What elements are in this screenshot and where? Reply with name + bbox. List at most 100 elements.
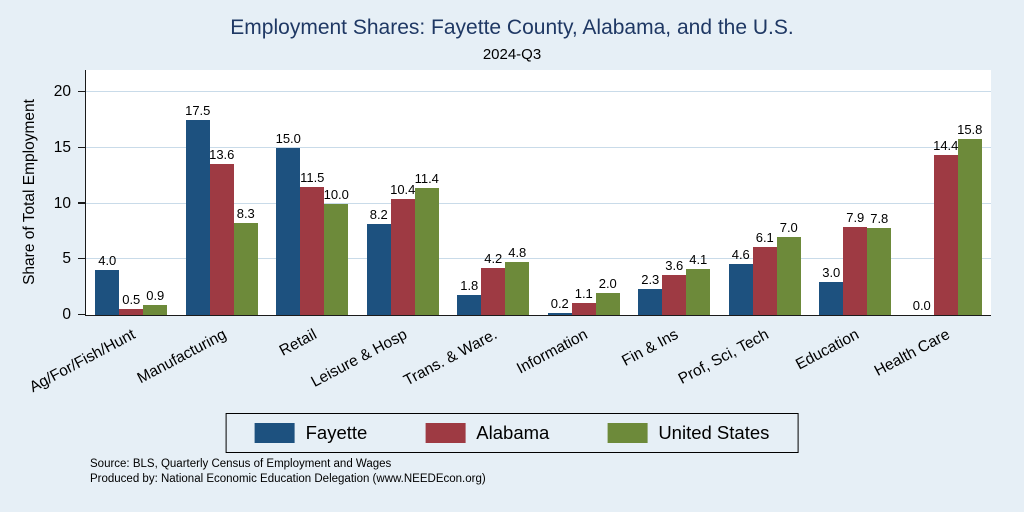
bar-value-prof-sci-tech-alabama: 6.1: [755, 230, 774, 246]
x-tick-label-prof-sci-tech: Prof, Sci, Tech: [675, 326, 772, 388]
bar-value-leisure-hosp-united-states: 11.4: [414, 171, 439, 187]
y-tick-label-0: 0: [62, 306, 71, 323]
bar-information-alabama: [571, 302, 596, 315]
bar-value-health-care-united-states: 15.8: [957, 122, 983, 138]
bar-value-leisure-hosp-alabama: 10.4: [390, 182, 416, 198]
bar-value-trans-ware-united-states: 4.8: [508, 244, 527, 260]
x-tick-label-manufacturing: Manufacturing: [134, 326, 229, 388]
source-line: Source: BLS, Quarterly Census of Employm…: [90, 458, 392, 470]
y-tick-label-5: 5: [62, 250, 71, 268]
bar-information-fayette: [547, 312, 572, 315]
bar-manufacturing-united-states: [233, 222, 258, 315]
bar-leisure-hosp-fayette: [366, 223, 391, 315]
bar-value-trans-ware-fayette: 1.8: [460, 277, 479, 293]
bar-value-manufacturing-fayette: 17.5: [185, 103, 211, 119]
legend: Fayette Alabama United States: [225, 413, 799, 453]
bar-value-information-alabama: 1.1: [574, 285, 593, 301]
bar-prof-sci-tech-united-states: [776, 237, 801, 315]
bar-trans-ware-fayette: [457, 294, 482, 315]
bar-trans-ware-united-states: [505, 261, 530, 315]
bar-ag-for-fish-hunt-fayette: [95, 270, 120, 315]
bar-value-manufacturing-united-states: 8.3: [236, 205, 255, 221]
x-tick-label-fin-ins: Fin & Ins: [619, 326, 682, 370]
legend-swatch-alabama: [425, 423, 466, 443]
bar-value-ag-for-fish-hunt-fayette: 4.0: [98, 253, 117, 269]
bar-fin-ins-fayette: [638, 289, 663, 315]
y-tick-label-10: 10: [53, 194, 71, 212]
bar-health-care-alabama: [933, 154, 958, 315]
x-tick-label-information: Information: [514, 326, 591, 378]
bar-retail-fayette: [276, 147, 301, 315]
x-tick-label-education: Education: [793, 326, 863, 374]
bar-education-fayette: [819, 281, 844, 315]
bar-value-prof-sci-tech-united-states: 7.0: [779, 220, 798, 236]
bar-value-retail-fayette: 15.0: [275, 130, 301, 146]
gridline-15: [86, 146, 991, 148]
gridline-10: [86, 202, 991, 204]
bar-value-trans-ware-alabama: 4.2: [484, 251, 503, 267]
gridline-20: [86, 91, 991, 93]
x-tick-label-retail: Retail: [276, 326, 320, 360]
bar-information-united-states: [595, 292, 620, 315]
bar-value-education-alabama: 7.9: [846, 210, 865, 226]
bar-value-education-fayette: 3.0: [822, 264, 841, 280]
y-tick-label-20: 20: [53, 83, 71, 101]
y-tick-label-15: 15: [53, 138, 71, 156]
legend-item-united-states: United States: [607, 422, 769, 444]
x-tick-label-ag-for-fish-hunt: Ag/For/Fish/Hunt: [26, 326, 139, 397]
bar-leisure-hosp-united-states: [414, 188, 439, 315]
bar-value-fin-ins-alabama: 3.6: [665, 257, 684, 273]
chart-title: Employment Shares: Fayette County, Alaba…: [230, 16, 794, 39]
producer-line: Produced by: National Economic Education…: [90, 472, 486, 485]
y-tick-mark-10: [78, 202, 85, 204]
bar-value-prof-sci-tech-fayette: 4.6: [731, 246, 750, 262]
y-tick-mark-5: [78, 257, 85, 260]
bar-value-health-care-fayette: 0.0: [912, 298, 931, 313]
bar-health-care-united-states: [957, 139, 982, 315]
bar-value-information-fayette: 0.2: [550, 295, 569, 311]
bar-ag-for-fish-hunt-alabama: [119, 309, 144, 315]
legend-label-united-states: United States: [658, 422, 770, 443]
y-tick-mark-20: [78, 90, 85, 93]
legend-label-alabama: Alabama: [476, 422, 550, 443]
legend-swatch-fayette: [254, 423, 295, 443]
legend-label-fayette: Fayette: [305, 422, 368, 443]
bar-value-fin-ins-fayette: 2.3: [641, 272, 660, 288]
bar-value-ag-for-fish-hunt-united-states: 0.9: [146, 287, 165, 303]
bar-leisure-hosp-alabama: [390, 199, 415, 315]
y-axis-ticks: 0 5 10 15 20: [0, 70, 85, 323]
plot-area: 4.0 0.5 0.9 17.5 13.6 8.3 15.0 11.5 10.0 8.2 10.4 1…: [85, 70, 991, 316]
x-tick-label-trans-ware: Trans. & Ware.: [401, 326, 501, 390]
bar-manufacturing-fayette: [185, 120, 210, 315]
bar-education-united-states: [867, 228, 892, 315]
bar-value-manufacturing-alabama: 13.6: [209, 146, 235, 162]
x-tick-label-leisure-hosp: Leisure & Hosp: [308, 326, 410, 391]
bar-value-ag-for-fish-hunt-alabama: 0.5: [122, 292, 141, 308]
source-notes: Source: BLS, Quarterly Census of Employm…: [90, 457, 486, 487]
bar-education-alabama: [843, 227, 868, 315]
bar-prof-sci-tech-fayette: [728, 263, 753, 315]
bar-value-fin-ins-united-states: 4.1: [689, 252, 708, 268]
x-tick-label-health-care: Health Care: [871, 326, 953, 380]
gridline-5: [86, 258, 991, 260]
bar-value-health-care-alabama: 14.4: [933, 137, 959, 153]
legend-item-alabama: Alabama: [425, 422, 549, 444]
bar-value-leisure-hosp-fayette: 8.2: [369, 206, 388, 222]
y-tick-mark-0: [78, 313, 85, 315]
bar-value-retail-united-states: 10.0: [323, 186, 349, 202]
legend-swatch-united-states: [607, 423, 648, 443]
bar-ag-for-fish-hunt-united-states: [143, 304, 168, 315]
bar-trans-ware-alabama: [481, 268, 506, 315]
chart-subtitle: 2024-Q3: [482, 46, 542, 63]
bar-value-information-united-states: 2.0: [598, 275, 617, 291]
legend-item-fayette: Fayette: [254, 422, 368, 444]
bar-fin-ins-united-states: [686, 269, 711, 315]
x-axis-labels: Ag/For/Fish/Hunt Manufacturing Retail Leisu…: [27, 316, 990, 416]
bar-retail-alabama: [300, 186, 325, 315]
bar-prof-sci-tech-alabama: [752, 247, 777, 315]
bar-value-retail-alabama: 11.5: [300, 169, 325, 185]
bar-manufacturing-alabama: [209, 163, 234, 315]
bar-retail-united-states: [324, 203, 349, 315]
bar-value-education-united-states: 7.8: [870, 211, 889, 227]
